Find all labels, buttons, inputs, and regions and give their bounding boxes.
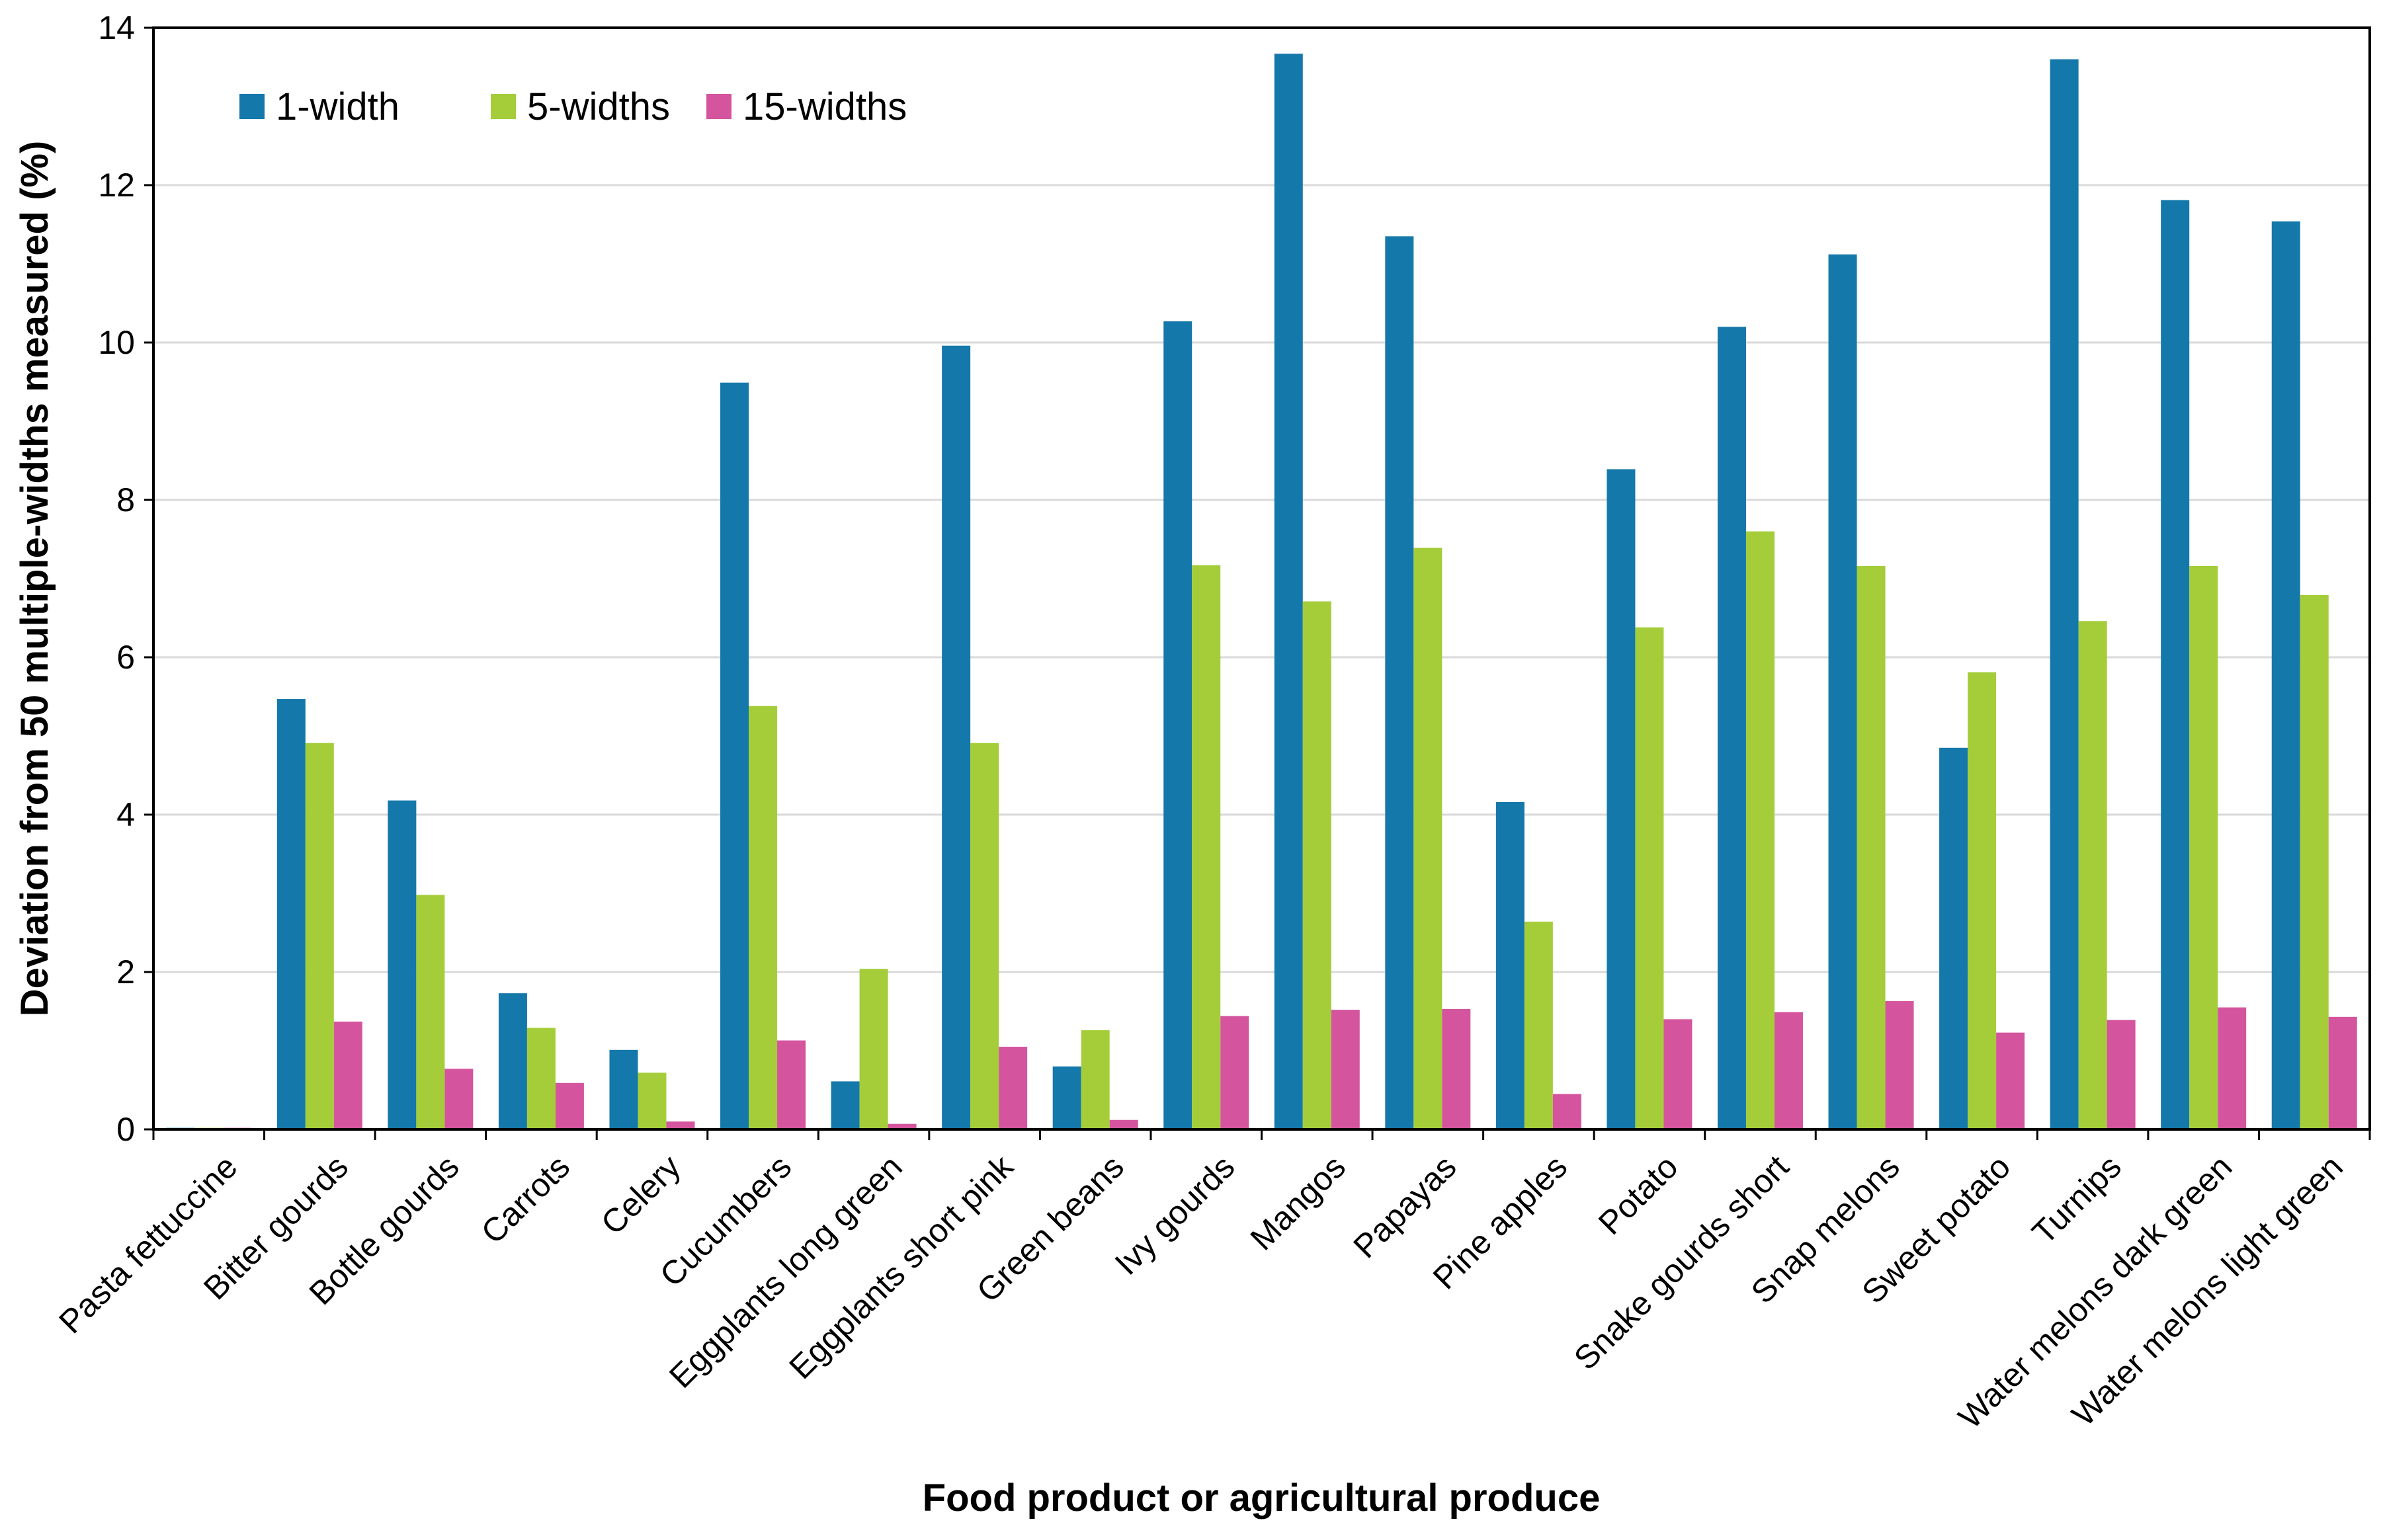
bar-1-width-Water melons dark green bbox=[2161, 200, 2190, 1129]
bar-15-widths-Cucumbers bbox=[777, 1040, 806, 1129]
bar-15-widths-Bottle gourds bbox=[444, 1069, 474, 1129]
bar-5-widths-Eggplants long green bbox=[859, 969, 888, 1129]
bar-15-widths-Celery bbox=[666, 1121, 695, 1129]
bar-15-widths-Pine apples bbox=[1552, 1094, 1581, 1129]
bar-5-widths-Potato bbox=[1635, 627, 1664, 1129]
x-category-label: Celery bbox=[594, 1148, 688, 1242]
bar-1-width-Cucumbers bbox=[720, 382, 749, 1130]
bar-15-widths-Ivy gourds bbox=[1220, 1016, 1249, 1129]
bar-15-widths-Water melons light green bbox=[2328, 1016, 2357, 1129]
bar-1-width-Green beans bbox=[1052, 1066, 1081, 1129]
bar-5-widths-Celery bbox=[638, 1073, 667, 1129]
x-axis-title: Food product or agricultural produce bbox=[923, 1477, 1601, 1520]
bar-1-width-Water melons light green bbox=[2271, 221, 2300, 1129]
series-15-widths bbox=[223, 1001, 2357, 1129]
bar-5-widths-Mangos bbox=[1302, 601, 1331, 1129]
bar-1-width-Papayas bbox=[1385, 236, 1414, 1130]
x-category-label: Snake gourds short bbox=[1567, 1148, 1796, 1377]
bar-5-widths-Water melons light green bbox=[2300, 594, 2329, 1129]
bars bbox=[166, 54, 2357, 1130]
x-category-label: Pasta fettuccine bbox=[52, 1148, 244, 1340]
y-tick-label: 4 bbox=[116, 796, 135, 833]
y-tick-label: 0 bbox=[116, 1111, 135, 1148]
y-tick-label: 2 bbox=[116, 953, 135, 991]
y-tick-label: 6 bbox=[116, 639, 135, 676]
series-1-width bbox=[166, 54, 2300, 1130]
legend-label-15-widths: 15-widths bbox=[743, 85, 907, 128]
bar-1-width-Mangos bbox=[1274, 54, 1303, 1129]
bar-15-widths-Snap melons bbox=[1885, 1001, 1914, 1129]
bar-15-widths-Green beans bbox=[1109, 1119, 1138, 1129]
bar-15-widths-Sweet potato bbox=[1996, 1032, 2025, 1129]
bar-15-widths-Eggplants short pink bbox=[999, 1047, 1028, 1129]
plot-area-border bbox=[152, 26, 2371, 1131]
bar-5-widths-Water melons dark green bbox=[2189, 565, 2218, 1129]
y-tick-label: 12 bbox=[98, 167, 135, 204]
bar-15-widths-Mangos bbox=[1331, 1010, 1360, 1129]
series-5-widths bbox=[194, 531, 2329, 1129]
bar-5-widths-Green beans bbox=[1081, 1030, 1110, 1129]
x-category-label: Carrots bbox=[474, 1148, 577, 1251]
bar-5-widths-Snap melons bbox=[1857, 565, 1886, 1129]
bar-1-width-Bitter gourds bbox=[276, 699, 306, 1129]
bar-1-width-Eggplants short pink bbox=[942, 345, 971, 1129]
bar-15-widths-Papayas bbox=[1442, 1008, 1471, 1129]
bar-1-width-Ivy gourds bbox=[1163, 321, 1192, 1129]
x-category-label: Turnips bbox=[2025, 1148, 2128, 1251]
legend-label-5-widths: 5-widths bbox=[527, 85, 670, 128]
bar-15-widths-Snake gourds short bbox=[1774, 1012, 1803, 1129]
y-tick-label: 10 bbox=[98, 324, 135, 361]
bar-5-widths-Bitter gourds bbox=[305, 743, 334, 1129]
y-axis-title: Deviation from 50 multiple-widths measur… bbox=[13, 141, 56, 1017]
y-tick-label: 8 bbox=[116, 481, 135, 518]
x-category-label: Ivy gourds bbox=[1108, 1148, 1242, 1282]
gridlines bbox=[153, 184, 2370, 973]
bar-5-widths-Bottle gourds bbox=[416, 895, 445, 1129]
bar-1-width-Snake gourds short bbox=[1717, 327, 1746, 1130]
x-category-label: Potato bbox=[1591, 1148, 1685, 1242]
bar-5-widths-Eggplants short pink bbox=[970, 743, 999, 1129]
bar-15-widths-Potato bbox=[1663, 1019, 1693, 1129]
bar-15-widths-Eggplants long green bbox=[888, 1123, 917, 1129]
bar-5-widths-Papayas bbox=[1413, 547, 1442, 1129]
bar-15-widths-Bitter gourds bbox=[333, 1021, 362, 1129]
bar-1-width-Eggplants long green bbox=[831, 1081, 860, 1129]
y-tick-label: 14 bbox=[98, 9, 135, 46]
bar-5-widths-Sweet potato bbox=[1968, 672, 1997, 1129]
bar-1-width-Pine apples bbox=[1495, 801, 1525, 1129]
bar-1-width-Turnips bbox=[2050, 59, 2079, 1130]
x-category-label: Papayas bbox=[1346, 1148, 1463, 1265]
bar-15-widths-Carrots bbox=[555, 1082, 584, 1129]
bar-1-width-Carrots bbox=[498, 993, 527, 1129]
bar-1-width-Potato bbox=[1607, 469, 1636, 1129]
legend: 1-width 5-widths 15-widths bbox=[239, 85, 907, 128]
legend-label-1-width: 1-width bbox=[276, 85, 399, 128]
bar-5-widths-Carrots bbox=[526, 1028, 556, 1129]
legend-swatch-15-widths bbox=[706, 94, 732, 119]
legend-swatch-5-widths bbox=[491, 94, 516, 119]
bar-15-widths-Turnips bbox=[2107, 1020, 2136, 1129]
x-category-label: Eggplants short pink bbox=[782, 1147, 1021, 1386]
bar-15-widths-Water melons dark green bbox=[2218, 1007, 2247, 1129]
bar-1-width-Bottle gourds bbox=[388, 800, 417, 1129]
bar-1-width-Sweet potato bbox=[1939, 747, 1968, 1129]
bar-5-widths-Turnips bbox=[2078, 621, 2107, 1129]
bar-1-width-Snap melons bbox=[1828, 254, 1857, 1130]
bar-5-widths-Cucumbers bbox=[749, 706, 778, 1129]
legend-swatch-1-width bbox=[239, 94, 265, 119]
x-category-label: Mangos bbox=[1243, 1148, 1353, 1257]
y-axis-ticks: 0 2 4 6 8 10 12 14 bbox=[98, 9, 153, 1148]
bar-1-width-Celery bbox=[609, 1049, 638, 1129]
bar-5-widths-Ivy gourds bbox=[1192, 565, 1221, 1129]
bar-5-widths-Snake gourds short bbox=[1745, 531, 1775, 1129]
bar-5-widths-Pine apples bbox=[1524, 921, 1553, 1129]
